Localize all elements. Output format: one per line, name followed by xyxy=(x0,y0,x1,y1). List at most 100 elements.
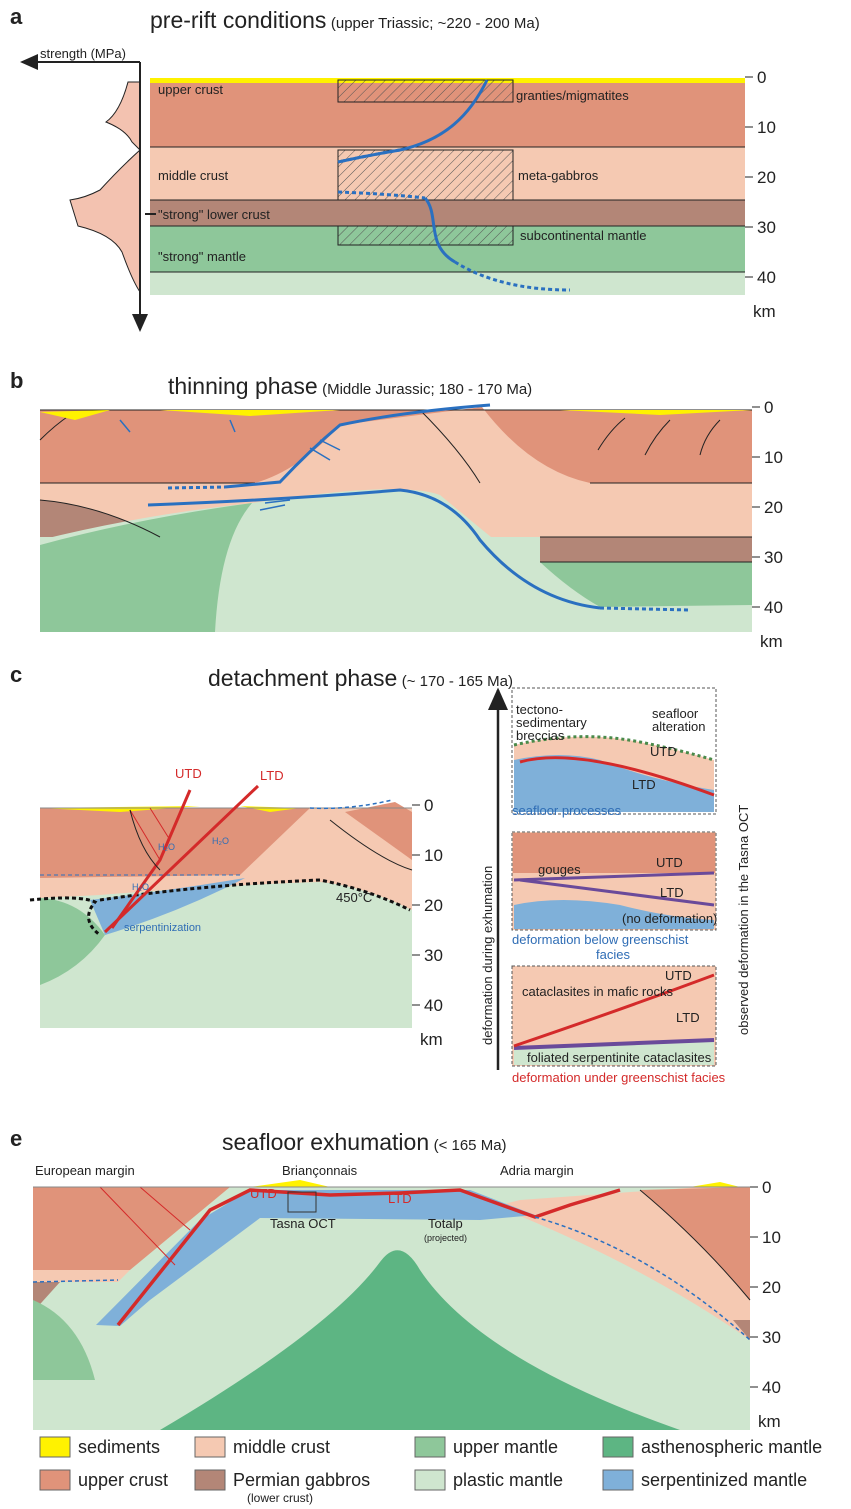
title: detachment phase xyxy=(208,665,397,691)
annotation: Tasna OCT xyxy=(270,1216,336,1231)
annotation: Totalp xyxy=(428,1216,463,1231)
legend-label: upper mantle xyxy=(453,1437,558,1457)
legend-label: serpentinized mantle xyxy=(641,1470,807,1490)
legend-label: sediments xyxy=(78,1437,160,1457)
panel-title: seafloor exhumation (< 165 Ma) xyxy=(222,1129,507,1155)
depth-tick-label: 30 xyxy=(757,218,776,237)
annotation: serpentinization xyxy=(124,922,201,934)
figure: a pre-rift conditions (upper Triassic; ~… xyxy=(0,0,851,1509)
legend-label: upper crust xyxy=(78,1470,168,1490)
inset-label: cataclasites in mafic rocks xyxy=(522,984,673,999)
layer-label: "strong" mantle xyxy=(158,249,246,264)
panel-c: c detachment phase (~ 170 - 165 Ma) UTD … xyxy=(10,662,751,1085)
legend-swatch xyxy=(603,1437,633,1457)
inset-caption: seafloor processes xyxy=(512,803,622,818)
annotation: LTD xyxy=(388,1191,412,1206)
panel-e: e seafloor exhumation (< 165 Ma) Europea… xyxy=(10,1126,750,1430)
depth-tick-label: 40 xyxy=(764,598,783,617)
inset-caption: deformation below greenschist xyxy=(512,932,689,947)
depth-tick-label: 30 xyxy=(424,946,443,965)
depth-tick-label: 0 xyxy=(762,1178,771,1197)
depth-unit: km xyxy=(758,1412,781,1431)
panel-label: b xyxy=(10,368,23,393)
depth-unit: km xyxy=(753,302,776,321)
depth-tick-label: 40 xyxy=(424,996,443,1015)
legend-swatch xyxy=(603,1470,633,1490)
annotation: subcontinental mantle xyxy=(520,228,646,243)
axis-label: deformation during exhumation xyxy=(480,866,495,1045)
depth-unit: km xyxy=(760,632,783,651)
panel-b: b thinning phase (Middle Jurassic; 180 -… xyxy=(10,368,752,632)
title: pre-rift conditions xyxy=(150,7,326,33)
axis-label: strength (MPa) xyxy=(40,46,126,61)
legend-swatch xyxy=(415,1470,445,1490)
annotation: H₂O xyxy=(158,842,175,852)
title: thinning phase xyxy=(168,373,318,399)
annotation: UTD xyxy=(250,1186,277,1201)
inset-label: UTD xyxy=(656,855,683,870)
depth-tick-label: 10 xyxy=(424,846,443,865)
legend: sediments middle crust upper mantle astheno… xyxy=(40,1437,822,1505)
panel-label: a xyxy=(10,4,23,29)
annotation: UTD xyxy=(175,766,202,781)
inset-caption: facies xyxy=(596,947,630,962)
inset-label: LTD xyxy=(676,1010,700,1025)
depth-tick-label: 0 xyxy=(764,398,773,417)
annotation: Adria margin xyxy=(500,1163,574,1178)
annotation: European margin xyxy=(35,1163,135,1178)
annotation: H₂O xyxy=(212,836,229,846)
depth-unit: km xyxy=(420,1030,443,1049)
inset-label: gouges xyxy=(538,862,581,877)
annotation: Briançonnais xyxy=(282,1163,358,1178)
depth-tick-label: 30 xyxy=(762,1328,781,1347)
legend-label: asthenospheric mantle xyxy=(641,1437,822,1457)
subtitle: (~ 170 - 165 Ma) xyxy=(402,673,513,690)
inset-caption: deformation under greenschist facies xyxy=(512,1070,726,1085)
legend-swatch xyxy=(415,1437,445,1457)
depth-tick-label: 40 xyxy=(757,268,776,287)
depth-tick-label: 20 xyxy=(762,1278,781,1297)
legend-swatch xyxy=(40,1470,70,1490)
legend-label: plastic mantle xyxy=(453,1470,563,1490)
depth-tick-label: 30 xyxy=(764,548,783,567)
inset-label: foliated serpentinite cataclasites xyxy=(527,1050,712,1065)
depth-tick-label: 0 xyxy=(757,68,766,87)
depth-tick-label: 0 xyxy=(424,796,433,815)
layer-label: "strong" lower crust xyxy=(158,207,270,222)
annotation: granties/migmatites xyxy=(516,88,629,103)
legend-swatch xyxy=(195,1437,225,1457)
axis-label: observed deformation in the Tasna OCT xyxy=(736,805,751,1035)
inset-label: alteration xyxy=(652,719,705,734)
panel-title: pre-rift conditions (upper Triassic; ~22… xyxy=(150,7,540,33)
depth-tick-label: 20 xyxy=(764,498,783,517)
depth-tick-label: 20 xyxy=(757,168,776,187)
annotation: meta-gabbros xyxy=(518,168,599,183)
legend-note: (lower crust) xyxy=(247,1491,313,1505)
depth-tick-label: 10 xyxy=(757,118,776,137)
annotation: (projected) xyxy=(424,1233,467,1243)
depth-tick-label: 10 xyxy=(764,448,783,467)
subtitle: (< 165 Ma) xyxy=(434,1137,507,1154)
panel-title: detachment phase (~ 170 - 165 Ma) xyxy=(208,665,513,691)
annotation: 450°C xyxy=(336,890,372,905)
title: seafloor exhumation xyxy=(222,1129,429,1155)
layer-label: middle crust xyxy=(158,168,228,183)
annotation: H₂O xyxy=(132,882,149,892)
inset-label: UTD xyxy=(665,968,692,983)
panel-a: a pre-rift conditions (upper Triassic; ~… xyxy=(10,4,745,330)
legend-swatch xyxy=(195,1470,225,1490)
depth-tick-label: 40 xyxy=(762,1378,781,1397)
panel-label: e xyxy=(10,1126,22,1151)
inset-label: LTD xyxy=(660,885,684,900)
depth-tick-label: 20 xyxy=(424,896,443,915)
legend-label: middle crust xyxy=(233,1437,330,1457)
legend-swatch xyxy=(40,1437,70,1457)
inset-label: (no deformation) xyxy=(622,911,717,926)
legend-label: Permian gabbros xyxy=(233,1470,370,1490)
subtitle: (upper Triassic; ~220 - 200 Ma) xyxy=(331,15,540,32)
inset-label: LTD xyxy=(632,777,656,792)
annotation: LTD xyxy=(260,768,284,783)
subtitle: (Middle Jurassic; 180 - 170 Ma) xyxy=(322,381,532,398)
panel-title: thinning phase (Middle Jurassic; 180 - 1… xyxy=(168,373,532,399)
depth-tick-label: 10 xyxy=(762,1228,781,1247)
